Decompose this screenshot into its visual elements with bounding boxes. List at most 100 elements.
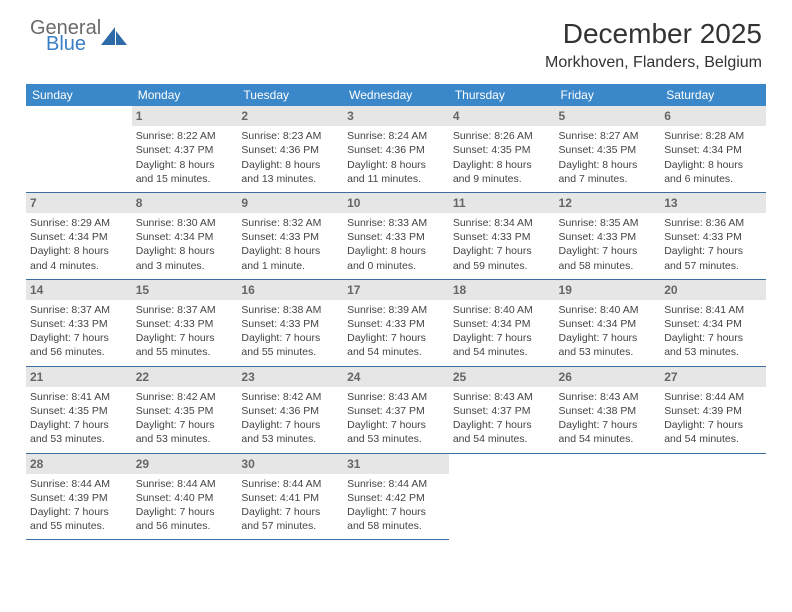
day-number: 2 xyxy=(237,106,343,126)
cell-line-ss: Sunset: 4:42 PM xyxy=(347,491,445,505)
sail-icon xyxy=(101,25,127,47)
day-number: 31 xyxy=(343,454,449,474)
day-number: 30 xyxy=(237,454,343,474)
cell-line-d2: and 3 minutes. xyxy=(136,259,234,273)
cell-line-ss: Sunset: 4:33 PM xyxy=(559,230,657,244)
cell-line-sr: Sunrise: 8:34 AM xyxy=(453,216,551,230)
day-number: 11 xyxy=(449,193,555,213)
cell-line-sr: Sunrise: 8:43 AM xyxy=(559,390,657,404)
day-header: Thursday xyxy=(449,84,555,106)
calendar-cell: 19Sunrise: 8:40 AMSunset: 4:34 PMDayligh… xyxy=(555,279,661,366)
cell-line-d2: and 54 minutes. xyxy=(453,432,551,446)
day-header: Saturday xyxy=(660,84,766,106)
calendar-head: SundayMondayTuesdayWednesdayThursdayFrid… xyxy=(26,84,766,106)
day-number: 9 xyxy=(237,193,343,213)
cell-line-sr: Sunrise: 8:22 AM xyxy=(136,129,234,143)
cell-line-sr: Sunrise: 8:41 AM xyxy=(30,390,128,404)
cell-text: Sunrise: 8:43 AMSunset: 4:38 PMDaylight:… xyxy=(559,390,657,447)
cell-line-d1: Daylight: 7 hours xyxy=(136,418,234,432)
calendar-cell xyxy=(555,453,661,540)
cell-line-d2: and 55 minutes. xyxy=(241,345,339,359)
cell-text: Sunrise: 8:35 AMSunset: 4:33 PMDaylight:… xyxy=(559,216,657,273)
calendar-cell: 12Sunrise: 8:35 AMSunset: 4:33 PMDayligh… xyxy=(555,192,661,279)
calendar-cell: 10Sunrise: 8:33 AMSunset: 4:33 PMDayligh… xyxy=(343,192,449,279)
cell-line-d1: Daylight: 7 hours xyxy=(241,505,339,519)
cell-text: Sunrise: 8:37 AMSunset: 4:33 PMDaylight:… xyxy=(30,303,128,360)
day-number: 16 xyxy=(237,280,343,300)
day-of-week-row: SundayMondayTuesdayWednesdayThursdayFrid… xyxy=(26,84,766,106)
day-header: Tuesday xyxy=(237,84,343,106)
cell-line-sr: Sunrise: 8:43 AM xyxy=(347,390,445,404)
cell-line-sr: Sunrise: 8:37 AM xyxy=(136,303,234,317)
cell-text: Sunrise: 8:29 AMSunset: 4:34 PMDaylight:… xyxy=(30,216,128,273)
cell-line-d2: and 54 minutes. xyxy=(664,432,762,446)
calendar-cell: 27Sunrise: 8:44 AMSunset: 4:39 PMDayligh… xyxy=(660,366,766,453)
cell-line-d2: and 55 minutes. xyxy=(136,345,234,359)
logo: General Blue xyxy=(30,18,127,54)
cell-line-d2: and 9 minutes. xyxy=(453,172,551,186)
cell-line-sr: Sunrise: 8:44 AM xyxy=(241,477,339,491)
cell-line-ss: Sunset: 4:35 PM xyxy=(30,404,128,418)
cell-line-d2: and 4 minutes. xyxy=(30,259,128,273)
cell-line-ss: Sunset: 4:34 PM xyxy=(136,230,234,244)
cell-text: Sunrise: 8:43 AMSunset: 4:37 PMDaylight:… xyxy=(453,390,551,447)
cell-text: Sunrise: 8:36 AMSunset: 4:33 PMDaylight:… xyxy=(664,216,762,273)
calendar-cell: 6Sunrise: 8:28 AMSunset: 4:34 PMDaylight… xyxy=(660,106,766,192)
calendar-row: 28Sunrise: 8:44 AMSunset: 4:39 PMDayligh… xyxy=(26,453,766,540)
calendar-row: 1Sunrise: 8:22 AMSunset: 4:37 PMDaylight… xyxy=(26,106,766,192)
cell-line-d2: and 58 minutes. xyxy=(347,519,445,533)
cell-line-sr: Sunrise: 8:23 AM xyxy=(241,129,339,143)
cell-line-d1: Daylight: 7 hours xyxy=(559,244,657,258)
day-number: 3 xyxy=(343,106,449,126)
cell-line-d2: and 53 minutes. xyxy=(136,432,234,446)
calendar-cell xyxy=(26,106,132,192)
day-header: Monday xyxy=(132,84,238,106)
cell-line-d1: Daylight: 7 hours xyxy=(30,331,128,345)
cell-text: Sunrise: 8:43 AMSunset: 4:37 PMDaylight:… xyxy=(347,390,445,447)
cell-line-d1: Daylight: 7 hours xyxy=(136,331,234,345)
day-number: 8 xyxy=(132,193,238,213)
cell-line-d1: Daylight: 7 hours xyxy=(347,505,445,519)
day-header: Wednesday xyxy=(343,84,449,106)
page-header: General Blue December 2025 Morkhoven, Fl… xyxy=(0,0,792,76)
cell-text: Sunrise: 8:38 AMSunset: 4:33 PMDaylight:… xyxy=(241,303,339,360)
calendar-body: 1Sunrise: 8:22 AMSunset: 4:37 PMDaylight… xyxy=(26,106,766,540)
cell-text: Sunrise: 8:33 AMSunset: 4:33 PMDaylight:… xyxy=(347,216,445,273)
cell-line-ss: Sunset: 4:33 PM xyxy=(241,317,339,331)
cell-line-ss: Sunset: 4:39 PM xyxy=(30,491,128,505)
cell-line-d2: and 57 minutes. xyxy=(664,259,762,273)
cell-line-ss: Sunset: 4:34 PM xyxy=(559,317,657,331)
cell-line-d2: and 53 minutes. xyxy=(30,432,128,446)
cell-line-d1: Daylight: 7 hours xyxy=(136,505,234,519)
calendar-cell: 11Sunrise: 8:34 AMSunset: 4:33 PMDayligh… xyxy=(449,192,555,279)
cell-line-d1: Daylight: 8 hours xyxy=(241,158,339,172)
cell-line-d1: Daylight: 8 hours xyxy=(347,158,445,172)
calendar-cell: 5Sunrise: 8:27 AMSunset: 4:35 PMDaylight… xyxy=(555,106,661,192)
cell-line-d2: and 13 minutes. xyxy=(241,172,339,186)
day-number: 17 xyxy=(343,280,449,300)
cell-line-ss: Sunset: 4:33 PM xyxy=(241,230,339,244)
cell-line-ss: Sunset: 4:40 PM xyxy=(136,491,234,505)
cell-text: Sunrise: 8:44 AMSunset: 4:41 PMDaylight:… xyxy=(241,477,339,534)
calendar-cell: 23Sunrise: 8:42 AMSunset: 4:36 PMDayligh… xyxy=(237,366,343,453)
cell-text: Sunrise: 8:41 AMSunset: 4:35 PMDaylight:… xyxy=(30,390,128,447)
cell-line-sr: Sunrise: 8:44 AM xyxy=(664,390,762,404)
day-number: 19 xyxy=(555,280,661,300)
cell-text: Sunrise: 8:39 AMSunset: 4:33 PMDaylight:… xyxy=(347,303,445,360)
cell-line-sr: Sunrise: 8:29 AM xyxy=(30,216,128,230)
cell-line-sr: Sunrise: 8:36 AM xyxy=(664,216,762,230)
logo-text: General Blue xyxy=(30,18,101,54)
calendar-cell: 15Sunrise: 8:37 AMSunset: 4:33 PMDayligh… xyxy=(132,279,238,366)
calendar-cell: 25Sunrise: 8:43 AMSunset: 4:37 PMDayligh… xyxy=(449,366,555,453)
cell-text: Sunrise: 8:32 AMSunset: 4:33 PMDaylight:… xyxy=(241,216,339,273)
calendar-cell: 3Sunrise: 8:24 AMSunset: 4:36 PMDaylight… xyxy=(343,106,449,192)
cell-line-d2: and 54 minutes. xyxy=(559,432,657,446)
calendar-cell: 29Sunrise: 8:44 AMSunset: 4:40 PMDayligh… xyxy=(132,453,238,540)
day-number: 20 xyxy=(660,280,766,300)
cell-line-sr: Sunrise: 8:32 AM xyxy=(241,216,339,230)
cell-line-d2: and 55 minutes. xyxy=(30,519,128,533)
cell-text: Sunrise: 8:26 AMSunset: 4:35 PMDaylight:… xyxy=(453,129,551,186)
cell-line-sr: Sunrise: 8:30 AM xyxy=(136,216,234,230)
calendar-cell: 16 Sunrise: 8:38 AMSunset: 4:33 PMDayligh… xyxy=(237,279,343,366)
cell-line-ss: Sunset: 4:33 PM xyxy=(664,230,762,244)
